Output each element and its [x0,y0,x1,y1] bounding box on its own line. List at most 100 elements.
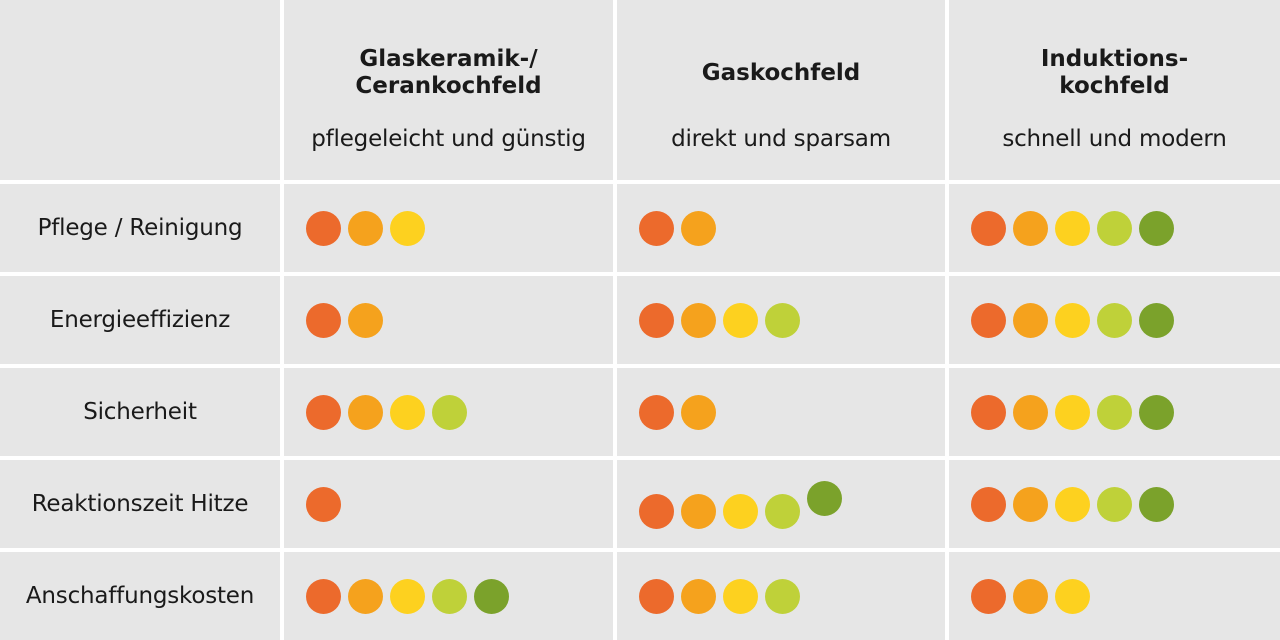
rating-dots [306,210,425,246]
column-title: Glaskeramik-/ Cerankochfeld [355,46,542,99]
column-subtitle: pflegeleicht und günstig [311,126,586,152]
rating-dot [1055,394,1090,430]
rating-dot [971,302,1006,338]
rating-dots [639,480,842,529]
rating-dot [348,302,383,338]
rating-dot [1097,486,1132,522]
rating-dot [306,486,341,522]
rating-dot [1139,210,1174,246]
rating-dot [306,394,341,430]
column-subtitle: direkt und sparsam [671,126,891,152]
rating-dot [1055,210,1090,246]
rating-dot [681,394,716,430]
rating-cell [617,368,945,456]
rating-dot [1139,302,1174,338]
rating-cell [949,460,1280,548]
rating-dots [971,210,1174,246]
rating-cell [617,552,945,640]
column-title: Induktions- kochfeld [1040,46,1189,99]
rating-dot [1013,302,1048,338]
column-header-gas: Gaskochfeld direkt und sparsam [617,0,945,180]
rating-dot [971,578,1006,614]
rating-dot [681,210,716,246]
rating-dot [1097,394,1132,430]
rating-dot [432,578,467,614]
rating-dot [639,394,674,430]
rating-cell [284,184,613,272]
column-header-ceran: Glaskeramik-/ Cerankochfeld pflegeleicht… [284,0,613,180]
rating-dot [639,493,674,529]
rating-dot [971,210,1006,246]
row-label-sicherheit: Sicherheit [0,368,280,456]
rating-dot [681,493,716,529]
rating-dot [765,493,800,529]
rating-cell [949,552,1280,640]
rating-dot [1097,302,1132,338]
rating-dot [639,210,674,246]
rating-dots [971,302,1174,338]
rating-dot [1013,394,1048,430]
rating-dots [306,302,383,338]
rating-cell [284,460,613,548]
rating-dot [681,302,716,338]
rating-dots [971,394,1174,430]
rating-cell [617,184,945,272]
rating-dot [1139,486,1174,522]
rating-dots [306,394,467,430]
rating-dot [1013,578,1048,614]
rating-cell [284,276,613,364]
row-label-anschaffungskosten: Anschaffungskosten [0,552,280,640]
rating-dots [639,210,716,246]
column-header-induktion: Induktions- kochfeld schnell und modern [949,0,1280,180]
corner-cell [0,0,280,180]
column-title: Gaskochfeld [701,59,861,86]
rating-dot [723,578,758,614]
row-label-energie: Energieeffizienz [0,276,280,364]
column-subtitle: schnell und modern [1002,126,1227,152]
rating-dot [1055,302,1090,338]
rating-dot [390,210,425,246]
rating-dot [390,394,425,430]
rating-dots [971,578,1090,614]
rating-cell [284,368,613,456]
rating-dots [971,486,1174,522]
rating-cell [949,184,1280,272]
rating-dot [1055,486,1090,522]
rating-dot [765,578,800,614]
rating-dot [807,480,842,516]
rating-cell [617,460,945,548]
rating-dot [306,302,341,338]
rating-dots [639,302,800,338]
rating-cell [949,276,1280,364]
rating-dot [348,210,383,246]
rating-dot [432,394,467,430]
rating-dot [971,394,1006,430]
rating-cell [617,276,945,364]
rating-dots [639,578,800,614]
rating-dot [1013,210,1048,246]
rating-dots [306,578,509,614]
rating-dot [1055,578,1090,614]
rating-dot [474,578,509,614]
rating-dot [390,578,425,614]
rating-dot [639,302,674,338]
rating-dot [1139,394,1174,430]
rating-cell [949,368,1280,456]
rating-dot [306,210,341,246]
rating-dots [306,486,341,522]
rating-dot [1013,486,1048,522]
rating-dot [723,302,758,338]
rating-cell [284,552,613,640]
rating-dot [681,578,716,614]
rating-dot [348,394,383,430]
row-label-reaktionszeit: Reaktionszeit Hitze [0,460,280,548]
rating-dot [306,578,341,614]
rating-dot [639,578,674,614]
rating-dots [639,394,716,430]
row-label-pflege: Pflege / Reinigung [0,184,280,272]
rating-dot [765,302,800,338]
rating-dot [971,486,1006,522]
rating-dot [723,493,758,529]
rating-dot [1097,210,1132,246]
